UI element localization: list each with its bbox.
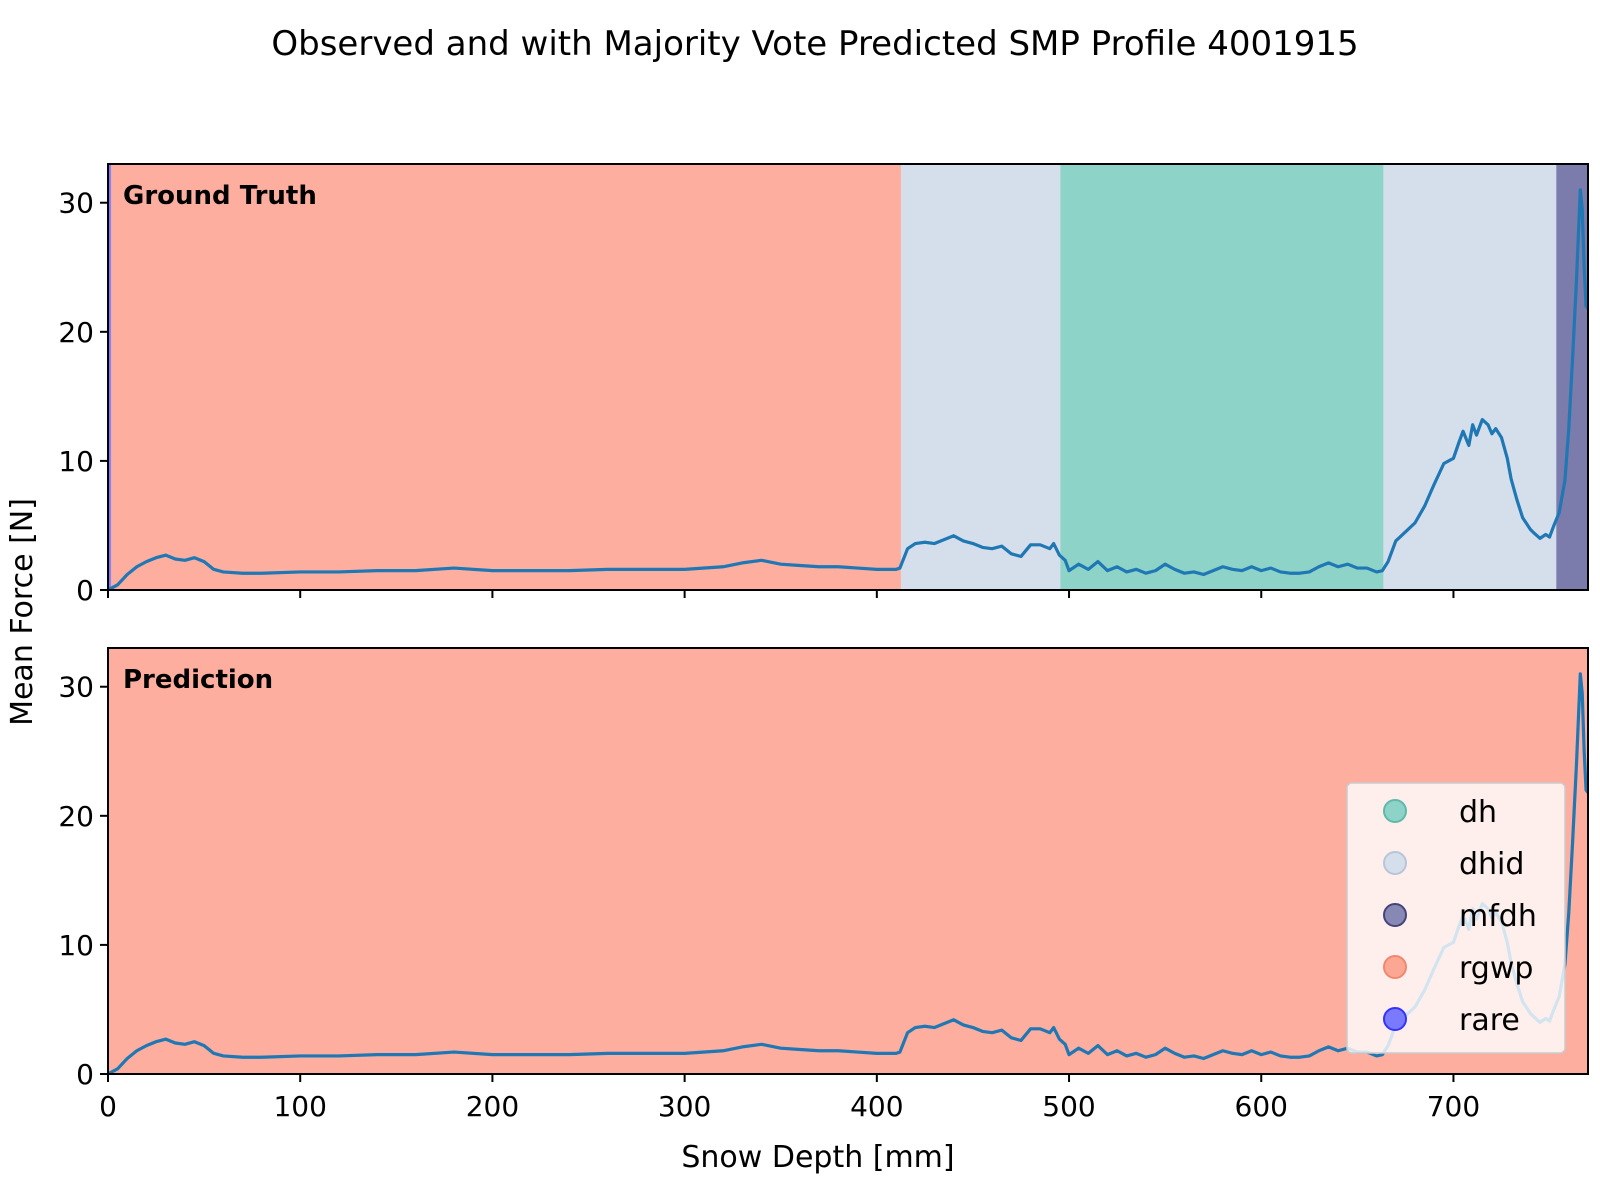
axes-frame: [107, 163, 1589, 591]
y-tick-label: 0: [76, 1058, 94, 1091]
legend-box: [1346, 782, 1566, 1054]
segment-rare: [108, 164, 112, 590]
legend-label-dhid: dhid: [1459, 847, 1524, 882]
legend-marker-rgwp: [1383, 955, 1407, 979]
y-axis-label: Mean Force [N]: [5, 498, 40, 726]
legend-marker-rare: [1383, 1007, 1407, 1031]
panel-ground-truth: 0 10 20 30 Ground Truth: [58, 163, 1589, 607]
legend-marker-dh: [1383, 799, 1407, 823]
legend-marker-dhid: [1383, 851, 1407, 875]
x-tick-label: 400: [850, 1090, 903, 1123]
chart-title: Observed and with Majority Vote Predicte…: [271, 24, 1358, 64]
y-tick-label: 0: [76, 574, 94, 607]
x-tick-label: 0: [99, 1090, 117, 1123]
x-tick-label: 100: [273, 1090, 326, 1123]
legend-marker-mfdh: [1383, 903, 1407, 927]
y-tick-label: 20: [58, 800, 94, 833]
x-tick-label: 300: [658, 1090, 711, 1123]
legend: dh dhid mfdh rgwp rare: [1346, 782, 1566, 1054]
legend-label-rare: rare: [1459, 1003, 1520, 1038]
y-tick-label: 10: [58, 929, 94, 962]
x-tick-label: 600: [1235, 1090, 1288, 1123]
segment-dhid: [901, 164, 1062, 590]
segment-dh: [1061, 164, 1385, 590]
y-tick-label: 30: [58, 671, 94, 704]
y-tick-label: 10: [58, 445, 94, 478]
segment-rgwp: [108, 648, 1588, 1074]
y-tick-label: 20: [58, 316, 94, 349]
series-line-mean-force: [108, 188, 1588, 590]
x-tick-label: 500: [1042, 1090, 1095, 1123]
legend-label-mfdh: mfdh: [1459, 899, 1537, 934]
segment-dhid: [1384, 164, 1558, 590]
axes-frame: [107, 647, 1589, 1075]
segment-rgwp: [111, 164, 902, 590]
x-axis-label: Snow Depth [mm]: [681, 1140, 954, 1175]
x-tick-label: 200: [466, 1090, 519, 1123]
x-tick-label: 700: [1427, 1090, 1480, 1123]
panel-label: Ground Truth: [123, 181, 317, 211]
y-tick-label: 30: [58, 187, 94, 220]
legend-label-dh: dh: [1459, 795, 1497, 830]
legend-label-rgwp: rgwp: [1459, 951, 1533, 986]
panel-label: Prediction: [123, 665, 273, 695]
